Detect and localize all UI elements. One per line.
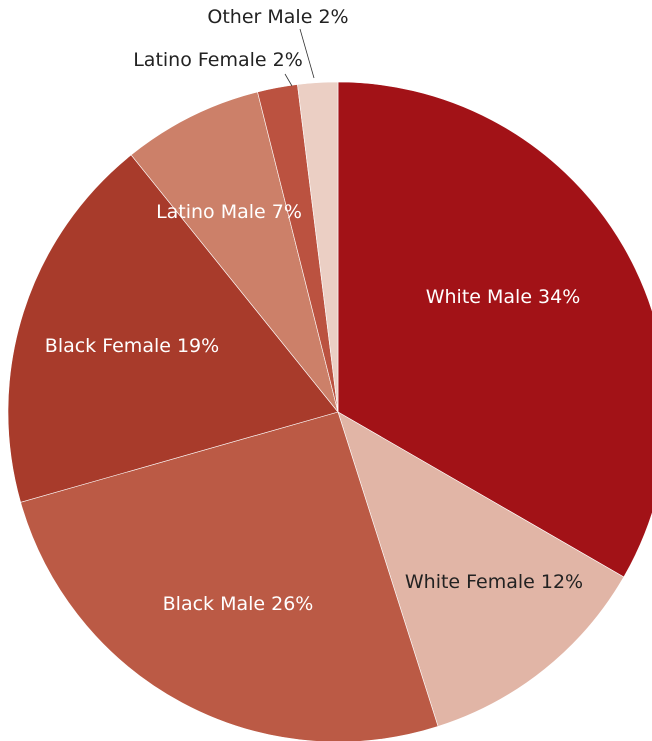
pie-slice-3 (20, 411, 439, 741)
slice-label-2: White Female 12% (405, 571, 583, 593)
slice-labels: White Male 34% White Female 12% Black Male… (45, 6, 583, 615)
pie-slice-1 (337, 81, 652, 578)
leader-line-7 (299, 28, 315, 79)
pie-slice-5 (130, 91, 339, 413)
leader-lines (284, 28, 315, 87)
pie-slice-4 (7, 154, 339, 503)
pie-slice-7 (297, 81, 339, 413)
slice-label-4: Black Female 19% (45, 335, 219, 357)
pie-slices (7, 81, 652, 741)
leader-line-6 (284, 73, 293, 87)
slice-label-7: Other Male 2% (207, 6, 348, 28)
slice-label-5: Latino Male 7% (156, 201, 302, 223)
slice-label-1: White Male 34% (426, 286, 581, 308)
slice-label-6: Latino Female 2% (133, 49, 303, 71)
pie-slice-2 (337, 411, 625, 727)
slice-label-3: Black Male 26% (163, 593, 314, 615)
